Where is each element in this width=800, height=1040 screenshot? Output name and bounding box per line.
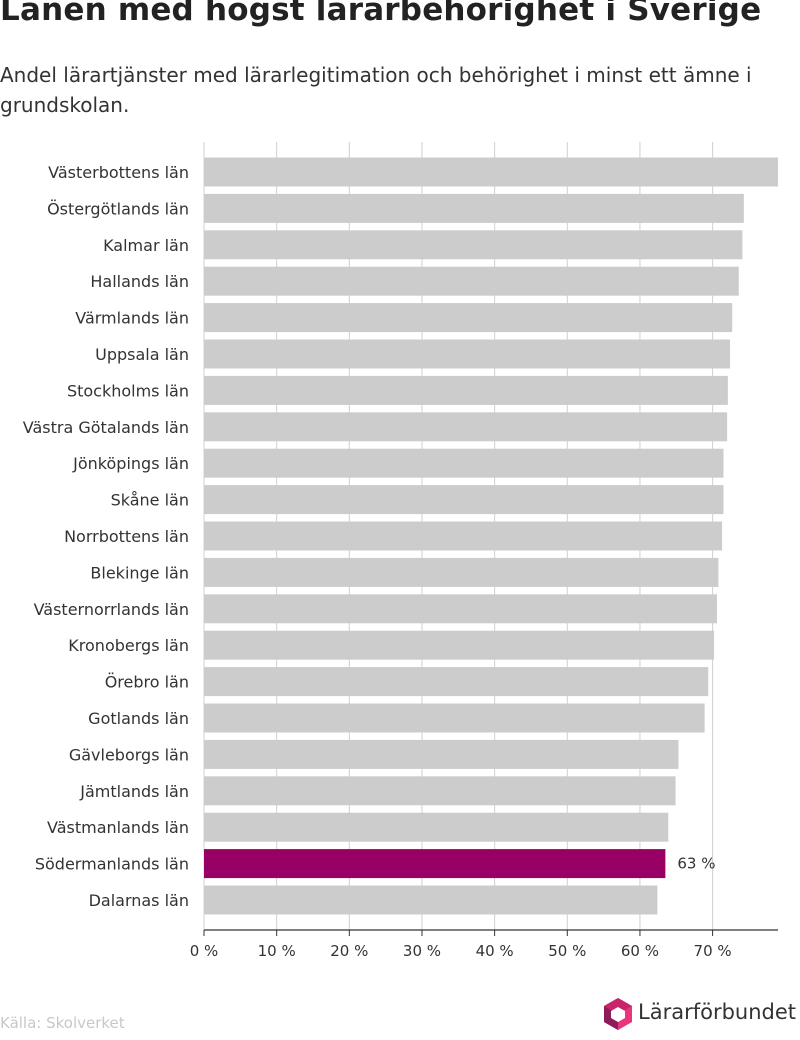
- bar: [204, 412, 728, 442]
- bar-highlight: [204, 849, 666, 879]
- x-tick-label: 0 %: [190, 942, 219, 960]
- bar: [204, 667, 709, 697]
- bar-chart: Västerbottens län Östergötlands län Kalmar…: [23, 142, 778, 960]
- category-label: Värmlands län: [75, 309, 189, 328]
- category-label: Stockholms län: [67, 381, 189, 400]
- category-label: Västernorrlands län: [34, 600, 189, 619]
- lararforbundet-logo-icon: [604, 998, 632, 1030]
- category-label: Södermanlands län: [35, 855, 189, 874]
- category-label: Östergötlands län: [47, 199, 189, 218]
- category-label: Uppsala län: [95, 345, 189, 364]
- bar: [204, 739, 679, 769]
- bar: [204, 157, 778, 187]
- bar: [204, 630, 715, 660]
- category-label: Gotlands län: [88, 709, 189, 728]
- category-label: Jönköpings län: [72, 454, 189, 473]
- bar: [204, 339, 731, 369]
- bar: [204, 230, 743, 260]
- chart-title: Länen med högst lärarbehörighet i Sverig…: [0, 0, 762, 28]
- x-tick-label: 60 %: [621, 942, 659, 960]
- category-label: Dalarnas län: [89, 891, 189, 910]
- category-label: Västerbottens län: [48, 163, 189, 182]
- bar: [204, 521, 723, 551]
- bar: [204, 448, 724, 478]
- logo-wordmark: Lärarförbundet: [638, 1000, 797, 1024]
- source-note: Källa: Skolverket: [0, 1014, 125, 1032]
- category-label: Jämtlands län: [79, 782, 189, 801]
- x-tick-label: 70 %: [694, 942, 732, 960]
- bar: [204, 557, 719, 587]
- x-tick-label: 20 %: [330, 942, 368, 960]
- category-label: Kronobergs län: [68, 636, 189, 655]
- brand-logo: Lärarförbundet: [600, 996, 800, 1032]
- x-tick-label: 50 %: [548, 942, 586, 960]
- category-label: Norrbottens län: [64, 527, 189, 546]
- category-label: Skåne län: [111, 491, 189, 510]
- bar: [204, 485, 724, 515]
- bar: [204, 885, 658, 915]
- bar: [204, 303, 733, 333]
- category-label: Gävleborgs län: [69, 745, 189, 764]
- category-label: Hallands län: [90, 272, 189, 291]
- x-tick-label: 30 %: [403, 942, 441, 960]
- data-label: 63 %: [677, 855, 715, 873]
- x-tick-label: 10 %: [258, 942, 296, 960]
- category-label: Kalmar län: [103, 236, 189, 255]
- bar: [204, 812, 669, 842]
- category-label: Blekinge län: [90, 563, 189, 582]
- chart-subtitle: Andel lärartjänster med lärarlegitimatio…: [0, 63, 752, 117]
- bar: [204, 375, 728, 405]
- bar: [204, 776, 676, 806]
- bar: [204, 266, 739, 296]
- category-label: Västra Götalands län: [23, 418, 189, 437]
- x-tick-label: 40 %: [476, 942, 514, 960]
- bar: [204, 703, 705, 733]
- bar: [204, 594, 717, 624]
- category-label: Västmanlands län: [47, 818, 189, 837]
- category-label: Örebro län: [105, 673, 189, 692]
- bar: [204, 193, 744, 223]
